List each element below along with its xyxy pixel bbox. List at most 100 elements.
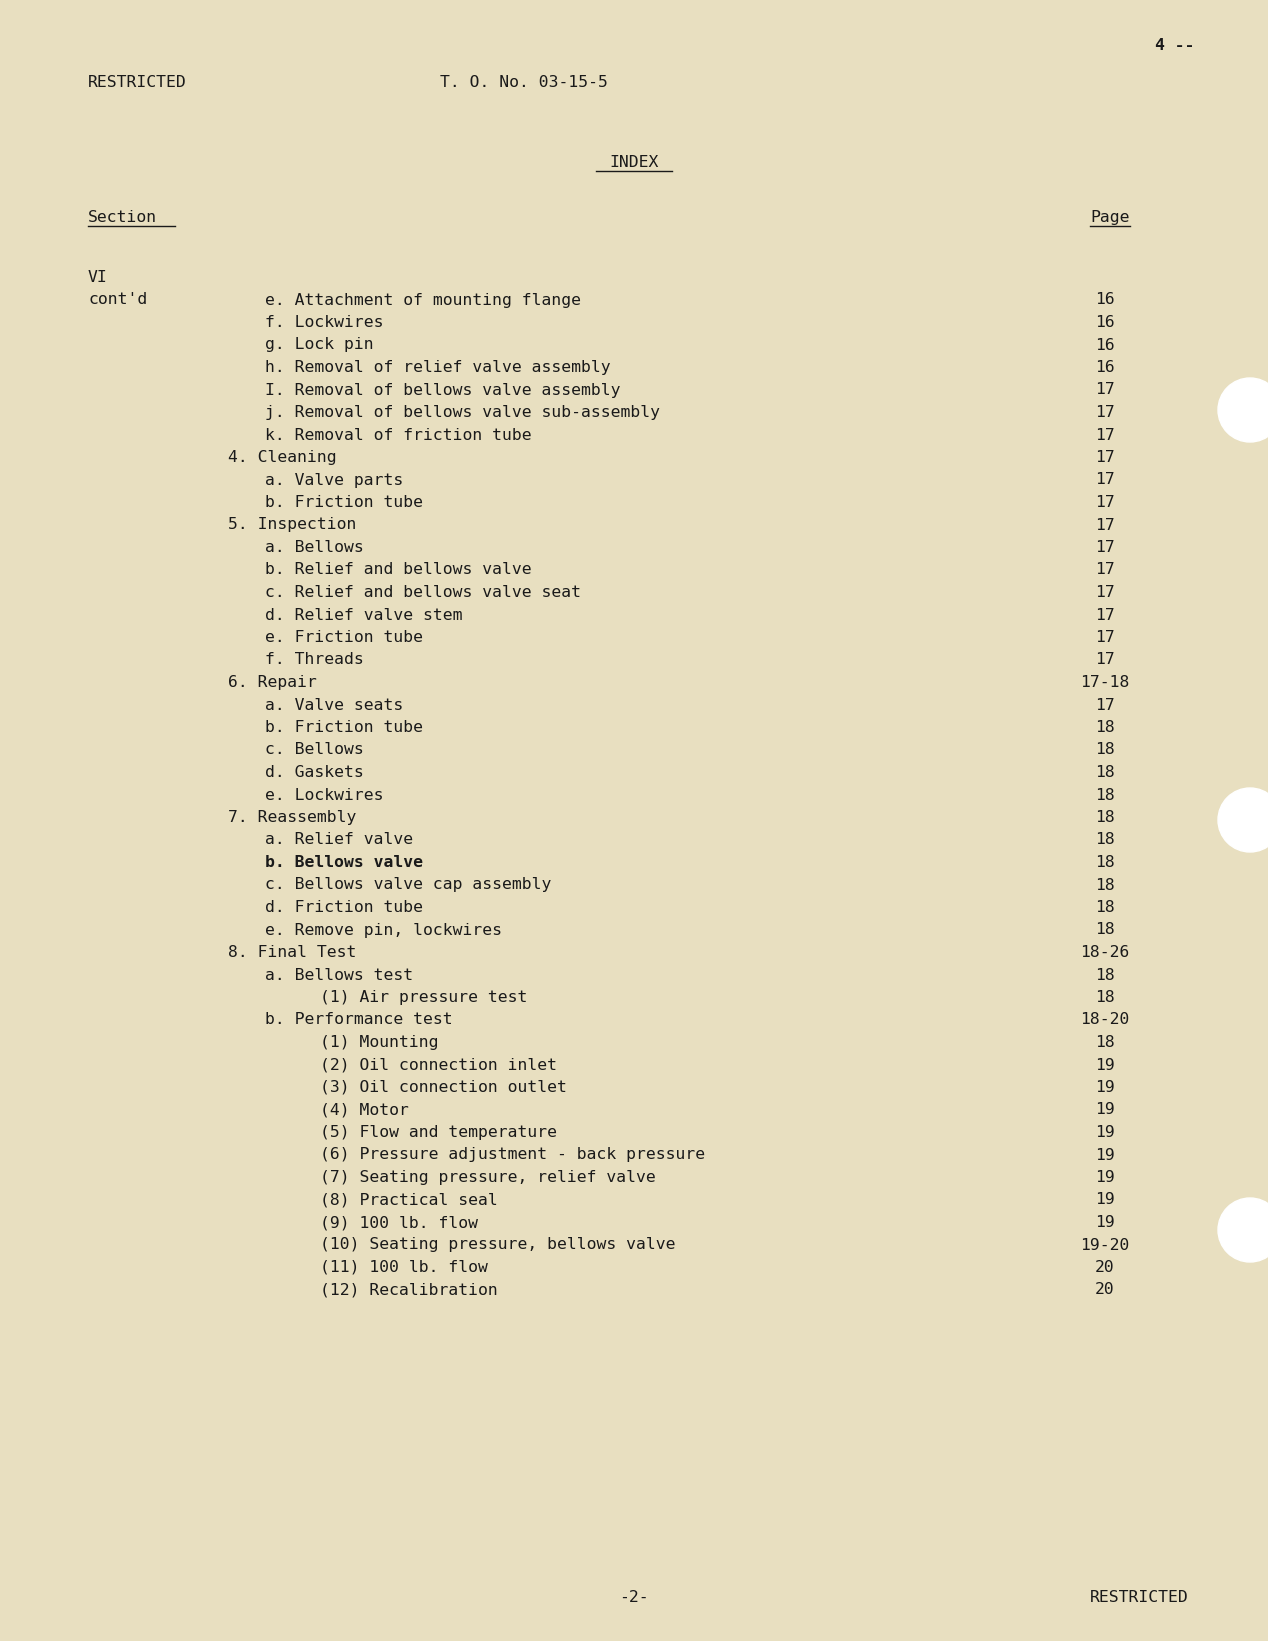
Text: 18: 18 <box>1096 720 1115 735</box>
Text: 19: 19 <box>1096 1057 1115 1073</box>
Text: b. Performance test: b. Performance test <box>265 1012 453 1027</box>
Text: 17: 17 <box>1096 496 1115 510</box>
Text: 5. Inspection: 5. Inspection <box>228 517 356 532</box>
Text: 16: 16 <box>1096 292 1115 307</box>
Text: T. O. No. 03-15-5: T. O. No. 03-15-5 <box>440 75 607 90</box>
Text: (1) Mounting: (1) Mounting <box>320 1035 439 1050</box>
Text: 18: 18 <box>1096 878 1115 893</box>
Text: 19: 19 <box>1096 1147 1115 1162</box>
Text: 16: 16 <box>1096 338 1115 353</box>
Text: RESTRICTED: RESTRICTED <box>1090 1590 1189 1605</box>
Text: I. Removal of bellows valve assembly: I. Removal of bellows valve assembly <box>265 382 620 397</box>
Text: 18: 18 <box>1096 1035 1115 1050</box>
Text: 17: 17 <box>1096 697 1115 712</box>
Text: b. Relief and bellows valve: b. Relief and bellows valve <box>265 563 531 578</box>
Text: b. Friction tube: b. Friction tube <box>265 720 424 735</box>
Text: c. Bellows valve cap assembly: c. Bellows valve cap assembly <box>265 878 552 893</box>
Text: d. Relief valve stem: d. Relief valve stem <box>265 607 463 622</box>
Text: Page: Page <box>1090 210 1130 225</box>
Text: 19: 19 <box>1096 1193 1115 1208</box>
Text: 17: 17 <box>1096 563 1115 578</box>
Text: 18: 18 <box>1096 899 1115 916</box>
Text: (4) Motor: (4) Motor <box>320 1103 408 1118</box>
Text: 18-20: 18-20 <box>1080 1012 1130 1027</box>
Text: 17-18: 17-18 <box>1080 674 1130 689</box>
Text: a. Relief valve: a. Relief valve <box>265 832 413 847</box>
Text: e. Attachment of mounting flange: e. Attachment of mounting flange <box>265 292 581 307</box>
Text: (6) Pressure adjustment - back pressure: (6) Pressure adjustment - back pressure <box>320 1147 705 1162</box>
Circle shape <box>1219 377 1268 441</box>
Text: (10) Seating pressure, bellows valve: (10) Seating pressure, bellows valve <box>320 1237 676 1252</box>
Text: c. Bellows: c. Bellows <box>265 742 364 758</box>
Text: (11) 100 lb. flow: (11) 100 lb. flow <box>320 1260 488 1275</box>
Text: 17: 17 <box>1096 428 1115 443</box>
Text: VI: VI <box>87 271 108 286</box>
Text: RESTRICTED: RESTRICTED <box>87 75 186 90</box>
Text: j. Removal of bellows valve sub-assembly: j. Removal of bellows valve sub-assembly <box>265 405 661 420</box>
Text: 19: 19 <box>1096 1080 1115 1095</box>
Circle shape <box>1219 788 1268 852</box>
Text: 18: 18 <box>1096 922 1115 937</box>
Text: (2) Oil connection inlet: (2) Oil connection inlet <box>320 1057 557 1073</box>
Text: (8) Practical seal: (8) Practical seal <box>320 1193 498 1208</box>
Text: -2-: -2- <box>619 1590 649 1605</box>
Text: c. Relief and bellows valve seat: c. Relief and bellows valve seat <box>265 584 581 601</box>
Text: 8. Final Test: 8. Final Test <box>228 945 356 960</box>
Text: 17: 17 <box>1096 473 1115 487</box>
Text: 17: 17 <box>1096 382 1115 397</box>
Text: 18: 18 <box>1096 990 1115 1004</box>
Text: 17: 17 <box>1096 405 1115 420</box>
Text: 20: 20 <box>1096 1283 1115 1298</box>
Text: 16: 16 <box>1096 315 1115 330</box>
Text: 17: 17 <box>1096 653 1115 668</box>
Text: 20: 20 <box>1096 1260 1115 1275</box>
Text: 16: 16 <box>1096 359 1115 376</box>
Text: 19: 19 <box>1096 1126 1115 1140</box>
Text: k. Removal of friction tube: k. Removal of friction tube <box>265 428 531 443</box>
Text: cont'd: cont'd <box>87 292 147 307</box>
Text: 6. Repair: 6. Repair <box>228 674 317 689</box>
Text: (5) Flow and temperature: (5) Flow and temperature <box>320 1126 557 1140</box>
Text: e. Lockwires: e. Lockwires <box>265 788 383 802</box>
Text: 18: 18 <box>1096 742 1115 758</box>
Text: (3) Oil connection outlet: (3) Oil connection outlet <box>320 1080 567 1095</box>
Text: 17: 17 <box>1096 607 1115 622</box>
Text: a. Bellows: a. Bellows <box>265 540 364 555</box>
Text: 18: 18 <box>1096 855 1115 870</box>
Text: 4. Cleaning: 4. Cleaning <box>228 450 336 464</box>
Text: Section: Section <box>87 210 157 225</box>
Text: 19: 19 <box>1096 1170 1115 1185</box>
Circle shape <box>1219 1198 1268 1262</box>
Text: b. Friction tube: b. Friction tube <box>265 496 424 510</box>
Text: 18: 18 <box>1096 765 1115 779</box>
Text: e. Remove pin, lockwires: e. Remove pin, lockwires <box>265 922 502 937</box>
Text: f. Threads: f. Threads <box>265 653 364 668</box>
Text: (7) Seating pressure, relief valve: (7) Seating pressure, relief valve <box>320 1170 656 1185</box>
Text: 18: 18 <box>1096 968 1115 983</box>
Text: 19-20: 19-20 <box>1080 1237 1130 1252</box>
Text: 18-26: 18-26 <box>1080 945 1130 960</box>
Text: (1) Air pressure test: (1) Air pressure test <box>320 990 527 1004</box>
Text: 4 --: 4 -- <box>1155 38 1194 53</box>
Text: h. Removal of relief valve assembly: h. Removal of relief valve assembly <box>265 359 611 376</box>
Text: a. Valve parts: a. Valve parts <box>265 473 403 487</box>
Text: (9) 100 lb. flow: (9) 100 lb. flow <box>320 1214 478 1231</box>
Text: 17: 17 <box>1096 630 1115 645</box>
Text: 18: 18 <box>1096 832 1115 847</box>
Text: f. Lockwires: f. Lockwires <box>265 315 383 330</box>
Text: 17: 17 <box>1096 517 1115 532</box>
Text: 19: 19 <box>1096 1103 1115 1118</box>
Text: 18: 18 <box>1096 788 1115 802</box>
Text: 7. Reassembly: 7. Reassembly <box>228 811 356 825</box>
Text: 17: 17 <box>1096 450 1115 464</box>
Text: 17: 17 <box>1096 584 1115 601</box>
Text: a. Valve seats: a. Valve seats <box>265 697 403 712</box>
Text: g. Lock pin: g. Lock pin <box>265 338 374 353</box>
Text: (12) Recalibration: (12) Recalibration <box>320 1283 498 1298</box>
Text: INDEX: INDEX <box>610 154 658 171</box>
Text: 18: 18 <box>1096 811 1115 825</box>
Text: e. Friction tube: e. Friction tube <box>265 630 424 645</box>
Text: d. Gaskets: d. Gaskets <box>265 765 364 779</box>
Text: 19: 19 <box>1096 1214 1115 1231</box>
Text: 17: 17 <box>1096 540 1115 555</box>
